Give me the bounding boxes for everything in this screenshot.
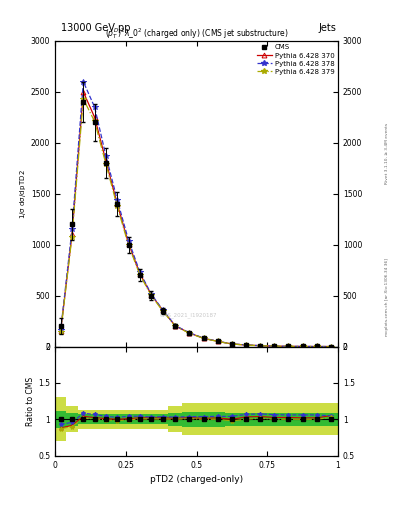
Pythia 6.428 378	[160, 307, 165, 313]
Pythia 6.428 370	[138, 271, 142, 277]
Pythia 6.428 379	[104, 161, 108, 167]
Pythia 6.428 379	[201, 335, 206, 342]
Pythia 6.428 370	[115, 201, 119, 207]
Pythia 6.428 378	[187, 330, 192, 336]
Pythia 6.428 379	[126, 242, 131, 248]
Pythia 6.428 379	[300, 344, 305, 350]
Pythia 6.428 370	[272, 343, 277, 349]
Pythia 6.428 370	[244, 342, 248, 348]
Pythia 6.428 370	[187, 330, 192, 336]
Pythia 6.428 378	[215, 338, 220, 344]
Pythia 6.428 370	[160, 307, 165, 313]
Pythia 6.428 379	[272, 343, 277, 349]
Pythia 6.428 379	[258, 343, 263, 349]
Pythia 6.428 378	[58, 327, 63, 333]
Pythia 6.428 370	[149, 291, 154, 297]
Text: mcplots.cern.ch [ar Xiv:1306.34 36]: mcplots.cern.ch [ar Xiv:1306.34 36]	[385, 258, 389, 336]
Text: Rivet 3.1.10, ≥ 3.4M events: Rivet 3.1.10, ≥ 3.4M events	[385, 123, 389, 184]
Pythia 6.428 370	[314, 344, 319, 350]
Pythia 6.428 370	[70, 231, 74, 238]
Pythia 6.428 378	[138, 269, 142, 275]
Pythia 6.428 379	[187, 330, 192, 336]
Pythia 6.428 379	[230, 341, 234, 347]
Pythia 6.428 378	[329, 344, 333, 350]
Pythia 6.428 378	[244, 342, 248, 348]
Pythia 6.428 378	[104, 153, 108, 159]
Pythia 6.428 379	[329, 344, 333, 350]
Pythia 6.428 379	[244, 342, 248, 348]
Pythia 6.428 379	[173, 323, 178, 329]
Line: Pythia 6.428 378: Pythia 6.428 378	[58, 79, 334, 349]
Pythia 6.428 379	[138, 272, 142, 278]
Pythia 6.428 370	[329, 344, 333, 350]
Title: $(p_T^D)^2\lambda\_0^2$ (charged only) (CMS jet substructure): $(p_T^D)^2\lambda\_0^2$ (charged only) (…	[105, 26, 288, 41]
Pythia 6.428 378	[201, 335, 206, 341]
Pythia 6.428 379	[92, 118, 97, 124]
Text: CMS_2021_I1920187: CMS_2021_I1920187	[160, 312, 217, 317]
Pythia 6.428 378	[300, 344, 305, 350]
Pythia 6.428 379	[314, 344, 319, 350]
Pythia 6.428 379	[115, 203, 119, 209]
Pythia 6.428 370	[258, 343, 263, 349]
Pythia 6.428 370	[126, 241, 131, 247]
Pythia 6.428 370	[92, 114, 97, 120]
Pythia 6.428 370	[300, 344, 305, 350]
Pythia 6.428 370	[215, 338, 220, 345]
Pythia 6.428 378	[286, 343, 291, 349]
Pythia 6.428 378	[272, 343, 277, 349]
Line: Pythia 6.428 379: Pythia 6.428 379	[58, 96, 334, 349]
Pythia 6.428 378	[81, 79, 86, 85]
Pythia 6.428 370	[58, 328, 63, 334]
Pythia 6.428 379	[160, 308, 165, 314]
Pythia 6.428 379	[286, 343, 291, 349]
Pythia 6.428 378	[92, 104, 97, 110]
X-axis label: pTD2 (charged-only): pTD2 (charged-only)	[150, 475, 243, 484]
Y-axis label: Ratio to CMS: Ratio to CMS	[26, 376, 35, 425]
Pythia 6.428 378	[173, 323, 178, 329]
Pythia 6.428 370	[286, 343, 291, 349]
Pythia 6.428 378	[115, 197, 119, 203]
Text: 13000 GeV pp: 13000 GeV pp	[61, 23, 130, 33]
Pythia 6.428 379	[81, 96, 86, 102]
Pythia 6.428 378	[314, 344, 319, 350]
Pythia 6.428 370	[230, 341, 234, 347]
Pythia 6.428 370	[81, 89, 86, 95]
Legend: CMS, Pythia 6.428 370, Pythia 6.428 378, Pythia 6.428 379: CMS, Pythia 6.428 370, Pythia 6.428 378,…	[257, 45, 334, 75]
Y-axis label: $\mathrm{1/\sigma\;d\sigma/d\,pTD2}$: $\mathrm{1/\sigma\;d\sigma/d\,pTD2}$	[18, 169, 28, 219]
Pythia 6.428 379	[149, 292, 154, 298]
Pythia 6.428 379	[70, 233, 74, 240]
Pythia 6.428 379	[215, 338, 220, 345]
Pythia 6.428 370	[201, 335, 206, 342]
Text: Jets: Jets	[318, 23, 336, 33]
Pythia 6.428 378	[126, 238, 131, 244]
Pythia 6.428 378	[258, 343, 263, 349]
Pythia 6.428 378	[70, 226, 74, 232]
Pythia 6.428 379	[58, 329, 63, 335]
Pythia 6.428 370	[173, 323, 178, 329]
Pythia 6.428 370	[104, 158, 108, 164]
Pythia 6.428 378	[149, 291, 154, 297]
Line: Pythia 6.428 370: Pythia 6.428 370	[58, 90, 333, 349]
Pythia 6.428 378	[230, 341, 234, 347]
